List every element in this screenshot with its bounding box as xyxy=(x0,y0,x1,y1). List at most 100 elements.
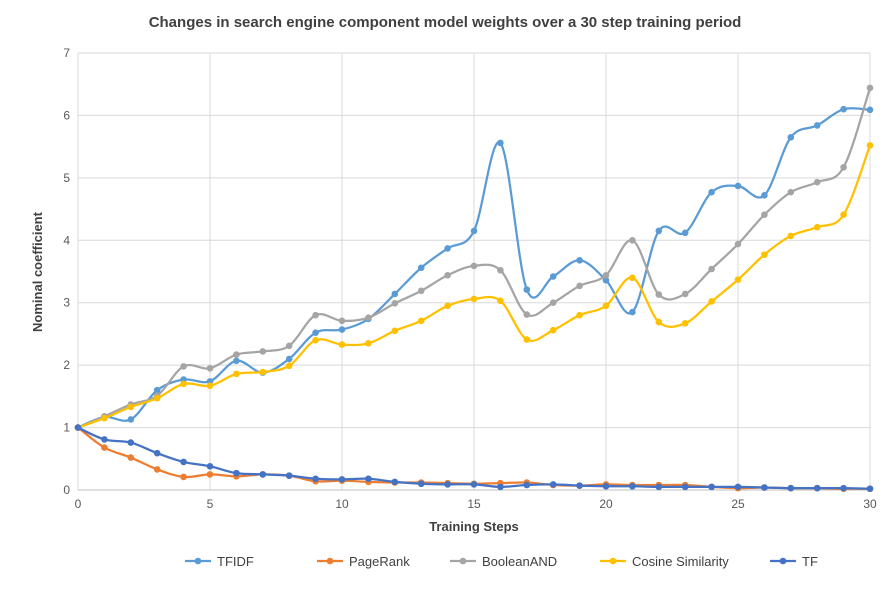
data-point xyxy=(391,478,399,486)
data-point xyxy=(708,265,715,273)
data-point xyxy=(312,329,319,336)
legend: TFIDF PageRank BooleanAND Cosine Similarity… xyxy=(185,554,818,569)
legend-item: PageRank xyxy=(317,554,410,569)
legend-item: TFIDF xyxy=(185,554,254,569)
series-group xyxy=(74,84,874,493)
legend-swatch-marker xyxy=(609,557,617,565)
data-point xyxy=(417,480,425,488)
data-point xyxy=(523,311,531,318)
data-point xyxy=(285,472,293,479)
data-point xyxy=(497,297,504,305)
data-point xyxy=(629,482,636,490)
data-point xyxy=(206,364,214,372)
y-tick-label: 1 xyxy=(63,421,70,435)
data-point xyxy=(840,163,847,171)
series-tf xyxy=(74,424,874,493)
data-point xyxy=(180,363,187,370)
data-point xyxy=(153,386,161,394)
gridlines xyxy=(77,52,871,491)
data-point xyxy=(523,481,531,489)
legend-swatch-marker xyxy=(779,557,787,565)
data-point xyxy=(761,211,768,218)
data-point xyxy=(734,240,742,248)
data-point xyxy=(312,311,319,319)
data-point xyxy=(285,362,293,370)
data-point xyxy=(338,341,346,348)
data-point xyxy=(417,264,425,272)
data-point xyxy=(259,348,267,355)
y-tick-label: 2 xyxy=(63,358,70,372)
data-point xyxy=(365,475,372,483)
data-point xyxy=(602,482,610,490)
data-point xyxy=(549,326,557,334)
data-point xyxy=(813,484,821,492)
data-point xyxy=(602,302,610,310)
data-point xyxy=(708,298,715,305)
data-point xyxy=(206,382,214,390)
data-point xyxy=(101,444,108,451)
data-point xyxy=(470,295,478,303)
y-tick-label: 7 xyxy=(63,46,70,60)
y-tick-label: 6 xyxy=(63,108,70,122)
data-point xyxy=(180,380,187,388)
legend-label: TFIDF xyxy=(217,554,254,569)
data-point xyxy=(497,139,504,147)
legend-label: TF xyxy=(802,554,818,569)
data-point xyxy=(233,357,240,365)
data-point xyxy=(787,188,795,196)
data-point xyxy=(523,336,531,343)
data-point xyxy=(470,262,478,270)
data-point xyxy=(338,326,346,333)
data-point xyxy=(629,274,636,282)
data-point xyxy=(681,290,689,298)
data-point xyxy=(206,471,214,478)
data-point xyxy=(576,282,583,290)
data-point xyxy=(734,483,742,491)
series-cosine-similarity xyxy=(74,142,874,431)
data-point xyxy=(761,484,768,491)
data-point xyxy=(285,355,293,363)
data-point xyxy=(655,291,663,298)
data-point xyxy=(602,271,610,279)
x-tick-label: 25 xyxy=(731,497,745,511)
data-point xyxy=(787,232,795,240)
x-tick-label: 5 xyxy=(207,497,214,511)
data-point xyxy=(391,290,399,298)
data-point xyxy=(101,436,108,443)
data-point xyxy=(602,276,610,284)
x-axis-title: Training Steps xyxy=(429,519,519,534)
data-point xyxy=(549,273,557,280)
data-point xyxy=(127,439,135,446)
data-point xyxy=(206,462,214,470)
legend-item: Cosine Similarity xyxy=(600,554,729,569)
series-booleanand xyxy=(74,84,874,431)
data-point xyxy=(312,475,319,483)
data-point xyxy=(813,223,821,231)
data-point xyxy=(787,484,795,492)
data-point xyxy=(840,105,847,113)
data-point xyxy=(866,84,874,92)
data-point xyxy=(734,276,742,283)
data-point xyxy=(708,188,715,196)
data-point xyxy=(497,266,504,274)
data-point xyxy=(576,256,583,264)
data-point xyxy=(74,424,82,431)
data-point xyxy=(101,414,108,422)
data-point xyxy=(681,483,689,491)
data-point xyxy=(127,416,135,423)
legend-swatch-marker xyxy=(459,557,467,565)
data-point xyxy=(470,481,478,488)
x-tick-label: 10 xyxy=(335,497,349,511)
data-point xyxy=(655,318,663,326)
data-point xyxy=(391,300,399,307)
data-point xyxy=(866,142,874,149)
data-point xyxy=(127,454,135,461)
data-point xyxy=(681,229,689,237)
data-point xyxy=(576,311,583,319)
data-point xyxy=(681,320,689,327)
data-point xyxy=(417,317,425,325)
data-point xyxy=(180,473,187,481)
data-point xyxy=(655,483,663,491)
data-point xyxy=(629,308,636,316)
